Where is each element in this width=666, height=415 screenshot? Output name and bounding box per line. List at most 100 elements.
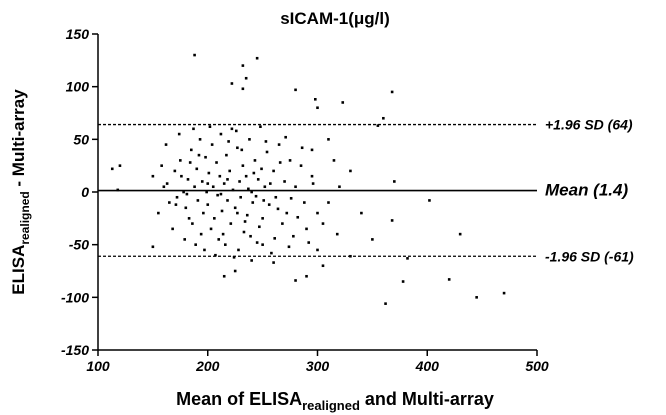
point <box>174 203 178 206</box>
point <box>191 222 194 225</box>
point <box>376 124 380 127</box>
point <box>261 217 264 220</box>
point <box>285 211 289 215</box>
point <box>243 220 247 223</box>
point <box>278 161 282 164</box>
chart-title: sICAM-1(μg/l) <box>280 9 390 28</box>
point <box>307 241 311 244</box>
point <box>196 199 200 202</box>
point <box>264 140 268 143</box>
point <box>296 215 300 219</box>
point <box>274 195 278 199</box>
point <box>194 243 197 246</box>
point <box>209 227 213 231</box>
point <box>151 245 155 249</box>
point <box>173 169 177 173</box>
point <box>219 192 223 196</box>
point <box>185 192 189 196</box>
point <box>244 76 248 80</box>
point <box>310 148 314 152</box>
point <box>316 106 319 110</box>
y-label-main: ELISA <box>9 245 28 295</box>
point <box>265 150 269 154</box>
point <box>384 302 387 305</box>
point <box>233 269 237 273</box>
point <box>316 211 319 215</box>
point <box>193 53 196 57</box>
point <box>276 207 280 211</box>
point <box>305 227 308 231</box>
point <box>382 116 385 120</box>
point <box>299 164 303 167</box>
point <box>447 278 451 281</box>
x-tick-label: 400 <box>415 358 440 374</box>
point <box>188 161 192 164</box>
point <box>321 222 325 225</box>
point <box>168 201 171 204</box>
point <box>287 245 291 249</box>
y-tick-label: -100 <box>61 289 89 305</box>
point <box>157 211 160 215</box>
point <box>162 185 166 189</box>
point <box>316 248 319 252</box>
point <box>428 199 431 202</box>
point <box>242 230 246 234</box>
point <box>294 88 297 92</box>
point <box>165 182 169 185</box>
point <box>228 169 231 173</box>
point <box>261 243 264 246</box>
point <box>390 219 394 222</box>
point <box>116 188 120 192</box>
point <box>204 155 207 159</box>
point <box>260 167 263 171</box>
point <box>241 87 245 91</box>
point <box>360 211 363 215</box>
point <box>241 164 245 167</box>
point <box>253 159 257 162</box>
point <box>238 180 241 183</box>
point <box>341 101 345 104</box>
point <box>230 82 234 85</box>
point <box>277 143 281 146</box>
point <box>283 180 286 183</box>
y-tick-label: -150 <box>61 342 89 358</box>
point <box>349 254 352 258</box>
point <box>390 90 394 94</box>
point <box>160 164 163 167</box>
point <box>229 222 233 225</box>
point <box>250 259 253 262</box>
point <box>310 174 314 178</box>
point <box>269 182 272 185</box>
point <box>321 264 325 268</box>
point <box>236 211 239 215</box>
point <box>393 180 396 183</box>
point <box>205 190 208 194</box>
x-tick-label: 200 <box>195 358 220 374</box>
point <box>203 248 206 252</box>
point <box>303 201 306 204</box>
point <box>327 201 330 204</box>
point <box>171 227 174 231</box>
point <box>180 174 183 178</box>
point <box>214 253 217 257</box>
y-label-rest: - Multi-array <box>9 89 28 192</box>
point <box>251 201 255 204</box>
y-tick-label: 50 <box>73 131 89 147</box>
point <box>300 146 304 150</box>
point <box>239 195 242 199</box>
point <box>202 211 205 215</box>
point <box>220 209 224 213</box>
point <box>241 64 245 67</box>
y-tick-label: 150 <box>66 26 90 42</box>
point <box>207 171 211 175</box>
point <box>252 171 256 175</box>
point <box>193 185 196 189</box>
y-label-sub: realigned <box>18 191 32 244</box>
point <box>284 135 287 139</box>
point <box>247 187 250 191</box>
point <box>273 237 276 240</box>
point <box>272 169 275 173</box>
y-tick-label: -50 <box>69 237 89 253</box>
